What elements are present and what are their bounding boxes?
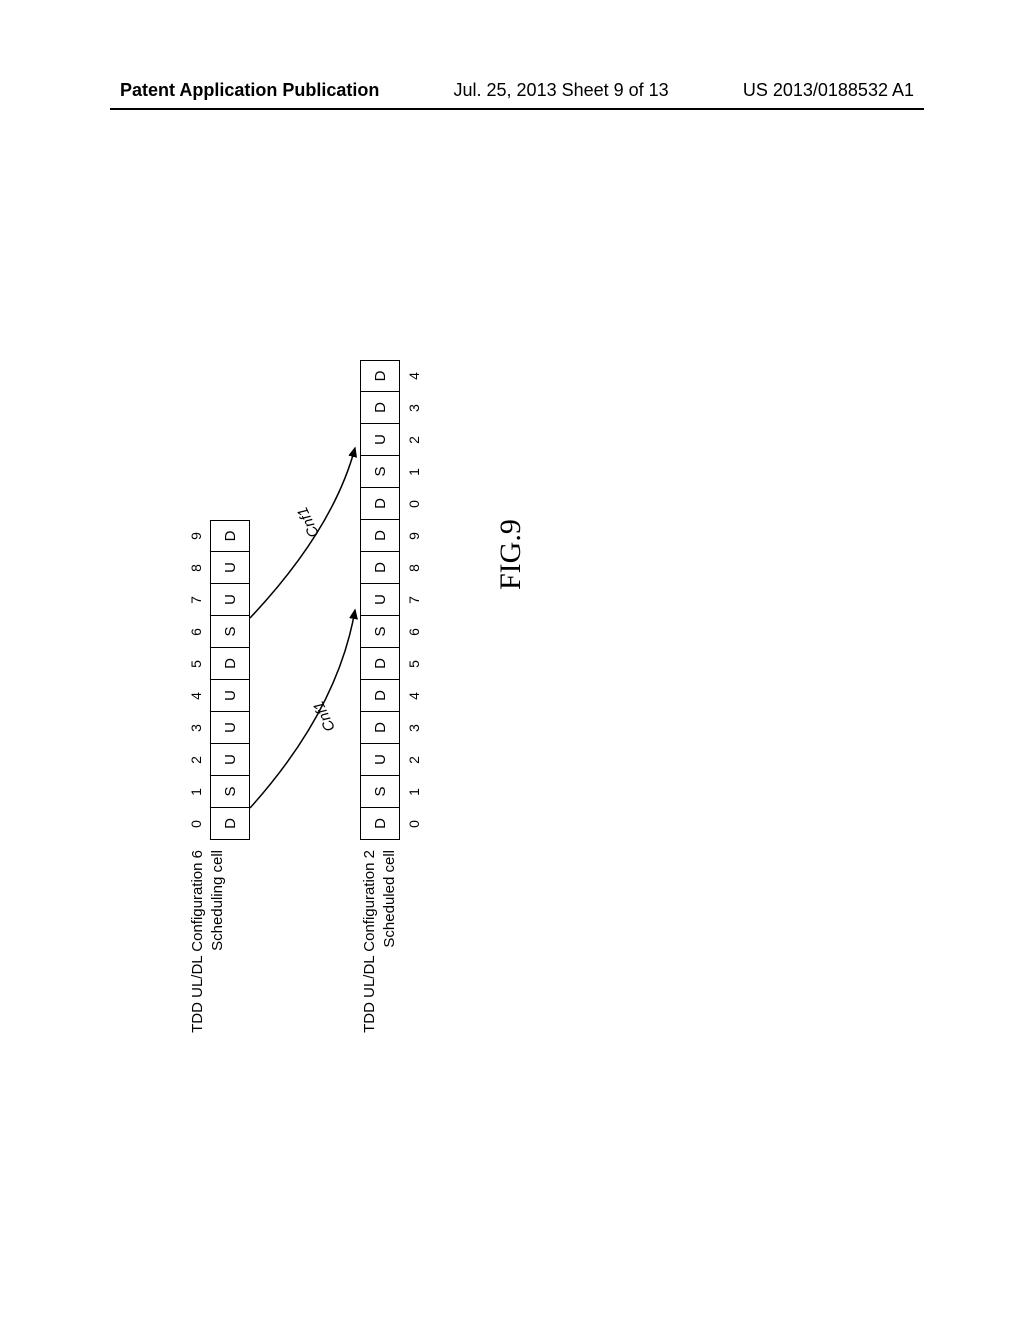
slot-cell: D — [360, 680, 400, 712]
slot-cell: S — [360, 776, 400, 808]
figure-label: FIG.9 — [494, 519, 528, 590]
index-cell: 9 — [188, 520, 210, 552]
index-cell: 4 — [400, 360, 422, 392]
slot-cell: D — [360, 488, 400, 520]
scheduled-row: TDD UL/DL Configuration 2 Scheduled cell… — [360, 340, 422, 840]
scheduling-subtitle: Scheduling cell — [208, 850, 228, 1090]
index-cell: 2 — [400, 424, 422, 456]
slot-cell: D — [360, 552, 400, 584]
slot-cell: D — [360, 712, 400, 744]
index-cell: 3 — [188, 712, 210, 744]
index-cell: 0 — [400, 488, 422, 520]
scheduling-slots: DSUUUDSUUD — [210, 340, 250, 840]
slot-cell: D — [360, 360, 400, 392]
slot-cell: S — [210, 776, 250, 808]
slot-cell: U — [210, 680, 250, 712]
header-right: US 2013/0188532 A1 — [743, 80, 914, 101]
figure-diagram: TDD UL/DL Configuration 6 Scheduling cel… — [188, 340, 808, 840]
slot-cell: U — [360, 744, 400, 776]
slot-cell: D — [210, 648, 250, 680]
slot-cell: D — [210, 520, 250, 552]
slot-cell: D — [210, 808, 250, 840]
slot-cell: D — [360, 808, 400, 840]
arc-label-1: Cnf1 — [310, 698, 339, 734]
index-cell: 4 — [400, 680, 422, 712]
scheduled-indices: 012345678901234 — [400, 340, 422, 840]
index-cell: 2 — [400, 744, 422, 776]
index-cell: 0 — [188, 808, 210, 840]
index-cell: 8 — [400, 552, 422, 584]
scheduling-indices: 0123456789 — [188, 340, 210, 840]
index-cell: 8 — [188, 552, 210, 584]
slot-cell: U — [210, 744, 250, 776]
header-rule — [110, 108, 924, 110]
index-cell: 1 — [188, 776, 210, 808]
slot-cell: U — [210, 584, 250, 616]
index-cell: 6 — [188, 616, 210, 648]
page-header: Patent Application Publication Jul. 25, … — [0, 80, 1024, 101]
arc-label-2: Cnf1 — [294, 504, 323, 540]
index-cell: 1 — [400, 456, 422, 488]
index-cell: 4 — [188, 680, 210, 712]
index-cell: 2 — [188, 744, 210, 776]
scheduling-labels: TDD UL/DL Configuration 6 Scheduling cel… — [188, 850, 229, 1090]
index-cell: 3 — [400, 392, 422, 424]
slot-cell: S — [360, 456, 400, 488]
index-cell: 6 — [400, 616, 422, 648]
index-cell: 5 — [188, 648, 210, 680]
scheduled-title: TDD UL/DL Configuration 2 — [360, 850, 380, 1090]
slot-cell: D — [360, 648, 400, 680]
slot-cell: D — [360, 520, 400, 552]
slot-cell: D — [360, 392, 400, 424]
index-cell: 9 — [400, 520, 422, 552]
index-cell: 0 — [400, 808, 422, 840]
index-cell: 3 — [400, 712, 422, 744]
header-center: Jul. 25, 2013 Sheet 9 of 13 — [454, 80, 669, 101]
index-cell: 7 — [188, 584, 210, 616]
scheduling-row: TDD UL/DL Configuration 6 Scheduling cel… — [188, 340, 250, 840]
scheduled-slots: DSUDDDSUDDDSUDD — [360, 340, 400, 840]
slot-cell: S — [210, 616, 250, 648]
slot-cell: U — [360, 584, 400, 616]
slot-cell: S — [360, 616, 400, 648]
slot-cell: U — [210, 712, 250, 744]
header-left: Patent Application Publication — [120, 80, 379, 101]
index-cell: 5 — [400, 648, 422, 680]
index-cell: 7 — [400, 584, 422, 616]
scheduled-subtitle: Scheduled cell — [380, 850, 400, 1090]
index-cell: 1 — [400, 776, 422, 808]
scheduled-labels: TDD UL/DL Configuration 2 Scheduled cell — [360, 850, 401, 1090]
slot-cell: U — [360, 424, 400, 456]
slot-cell: U — [210, 552, 250, 584]
scheduling-title: TDD UL/DL Configuration 6 — [188, 850, 208, 1090]
